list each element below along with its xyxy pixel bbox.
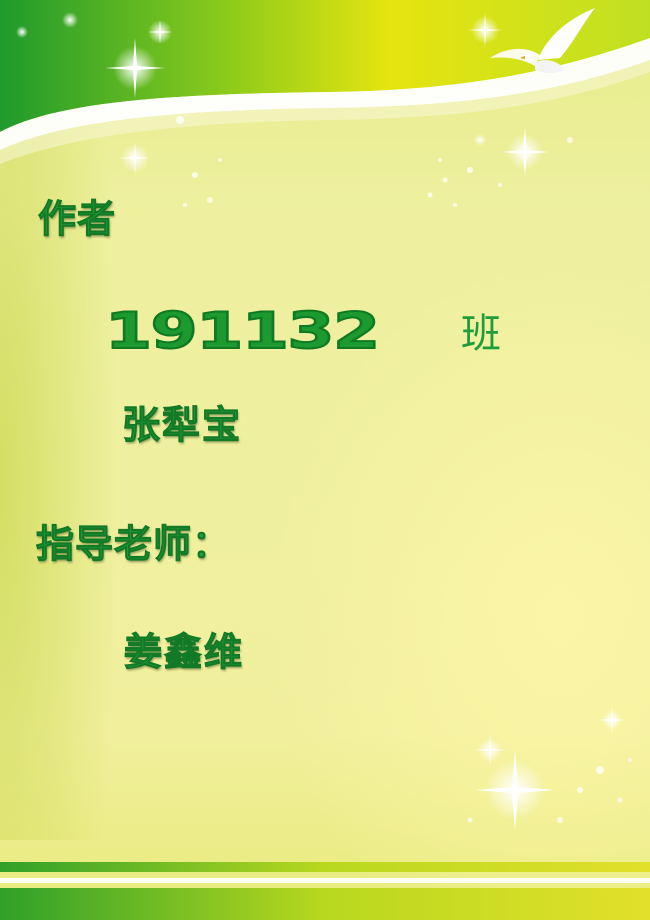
class-line: 191132 班 [104, 305, 501, 357]
sparkle-icon [16, 12, 222, 207]
class-number: 191132 [104, 302, 382, 360]
bottom-stripe [0, 862, 650, 872]
white-swoosh [0, 38, 650, 150]
sparkle-icon [427, 12, 573, 207]
bottom-white-line [0, 878, 650, 883]
advisor-name: 姜鑫维 [123, 630, 245, 674]
dove-icon [490, 8, 595, 73]
white-swoosh-soft [0, 60, 650, 164]
class-suffix: 班 [461, 311, 501, 357]
advisor-heading: 指导老师： [35, 522, 232, 566]
bottom-band [0, 888, 650, 920]
author-name: 张犁宝 [121, 403, 243, 447]
author-heading: 作者 [37, 197, 117, 241]
left-shade [0, 120, 120, 840]
sparkle-icon [467, 706, 632, 830]
